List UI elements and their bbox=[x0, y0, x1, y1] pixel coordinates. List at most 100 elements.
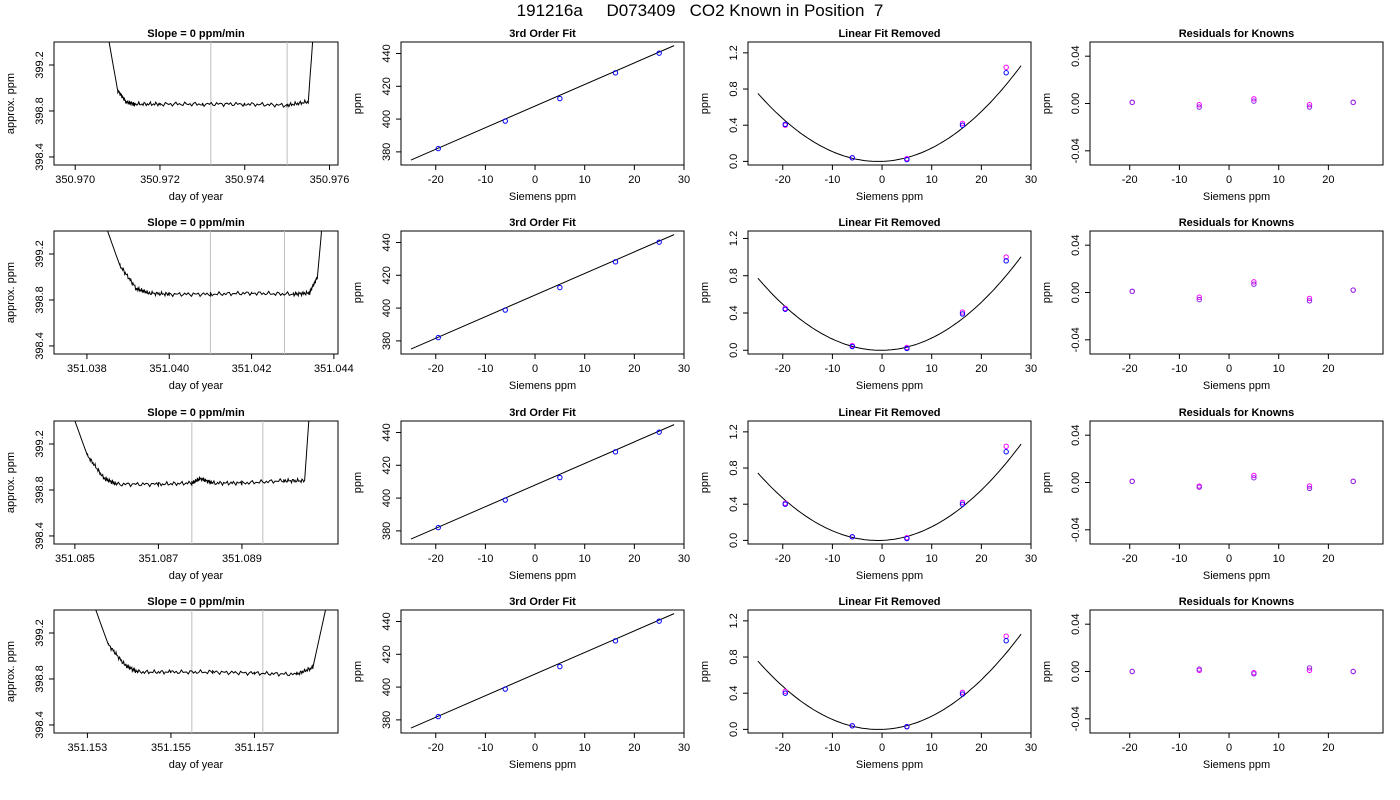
resid-panel-x-tick-label: -20 bbox=[1122, 174, 1138, 186]
resid-point bbox=[1129, 668, 1135, 675]
slope-panel-x-tick-label: 351.040 bbox=[149, 363, 189, 375]
quadratic-curve bbox=[757, 65, 1022, 162]
fit-panel-x-tick-label: 20 bbox=[628, 742, 640, 754]
plot-row-4: Slope = 0 ppm/min day of year approx. ppm 3… bbox=[5, 596, 1384, 771]
fit-panel-y-tick-label: 440 bbox=[381, 44, 393, 62]
fit-point bbox=[502, 307, 508, 313]
fit-curve bbox=[410, 234, 675, 350]
linear-panel-y-tick-label: 0.8 bbox=[728, 460, 740, 475]
fit-panel-x-label: Siemens ppm bbox=[509, 380, 576, 392]
resid-panel-x-label: Siemens ppm bbox=[1203, 759, 1270, 771]
fit-point bbox=[435, 145, 441, 152]
fit-panel-x-label: Siemens ppm bbox=[509, 191, 576, 203]
fit-panel-x-tick-label: 30 bbox=[678, 742, 690, 754]
resid-panel-x-tick-label: -10 bbox=[1171, 174, 1187, 186]
linear-point-alt bbox=[1003, 443, 1009, 450]
fit-panel-x-tick-label: -20 bbox=[428, 553, 444, 565]
linear-panel-y-tick-label: 1.2 bbox=[728, 613, 740, 628]
resid-point bbox=[1306, 104, 1313, 110]
fit-panel-x-label: Siemens ppm bbox=[509, 759, 576, 771]
fit-curve bbox=[410, 424, 675, 540]
slope-panel-x-tick-label: 351.044 bbox=[314, 363, 354, 375]
resid-point bbox=[1196, 296, 1202, 303]
resid-panel-y-tick-label: 0.04 bbox=[1070, 424, 1082, 445]
linear-point bbox=[1003, 70, 1009, 76]
fit-panel-x-tick-label: -20 bbox=[428, 363, 444, 375]
resid-point bbox=[1306, 485, 1313, 492]
fit-point bbox=[612, 70, 619, 76]
slope-panel-y-tick-label: 399.2 bbox=[34, 619, 46, 647]
slope-panel-x-tick-label: 351.085 bbox=[55, 553, 95, 565]
linear-panel-y-tick-label: 0.8 bbox=[728, 649, 740, 664]
linear-panel-x-label: Siemens ppm bbox=[856, 380, 923, 392]
linear-panel-x-tick-label: -10 bbox=[824, 742, 840, 754]
fit-point bbox=[435, 334, 441, 341]
fit-panel-y-tick-label: 400 bbox=[381, 678, 393, 696]
resid-panel-y-tick-label: 0.00 bbox=[1070, 472, 1082, 493]
slope-panel-title: Slope = 0 ppm/min bbox=[147, 407, 245, 419]
linear-panel-y-label: ppm bbox=[699, 472, 711, 493]
linear-panel-x-tick-label: -20 bbox=[775, 553, 791, 565]
fit-panel-y-tick-label: 440 bbox=[381, 233, 393, 251]
resid-point bbox=[1129, 99, 1135, 106]
resid-point bbox=[1129, 478, 1135, 485]
resid-panel-y-label: ppm bbox=[1041, 93, 1053, 114]
linear-point bbox=[849, 723, 855, 729]
resid-point bbox=[1129, 288, 1135, 295]
slope-panel-x-tick-label: 351.087 bbox=[139, 553, 179, 565]
resid-panel-x-tick-label: 0 bbox=[1226, 742, 1232, 754]
linear-panel-x-tick-label: 20 bbox=[975, 174, 987, 186]
slope-panel-y-tick-label: 398.4 bbox=[34, 143, 46, 171]
linear-panel-y-label: ppm bbox=[699, 93, 711, 114]
linear-point bbox=[782, 121, 788, 128]
linear-point-alt bbox=[1003, 64, 1009, 71]
slope-panel-frame bbox=[53, 230, 339, 355]
fit-panel-y-tick-label: 420 bbox=[381, 266, 393, 284]
linear-panel-x-tick-label: 0 bbox=[879, 742, 885, 754]
slope-panel-y-label: approx. ppm bbox=[5, 73, 17, 134]
fit-panel-y-tick-label: 380 bbox=[381, 332, 393, 350]
fit-curve bbox=[410, 613, 675, 729]
resid-panel-y-tick-label: -0.04 bbox=[1070, 138, 1082, 163]
resid-panel-x-tick-label: 0 bbox=[1226, 363, 1232, 375]
resid-panel-y-tick-label: 0.00 bbox=[1070, 661, 1082, 682]
linear-panel-x-tick-label: 20 bbox=[975, 742, 987, 754]
slope-panel-title: Slope = 0 ppm/min bbox=[147, 28, 245, 40]
fit-panel-y-tick-label: 420 bbox=[381, 645, 393, 663]
linear-panel-title: Linear Fit Removed bbox=[838, 28, 940, 40]
slope-panel-x-tick-label: 350.974 bbox=[225, 174, 265, 186]
linear-panel-y-label: ppm bbox=[699, 661, 711, 682]
linear-point bbox=[849, 155, 855, 161]
page-title: 191216a D073409 CO2 Known in Position 7 bbox=[516, 1, 884, 20]
resid-panel-y-tick-label: -0.04 bbox=[1070, 517, 1082, 542]
resid-panel-y-tick-label: 0.00 bbox=[1070, 282, 1082, 303]
slope-panel-frame bbox=[53, 609, 339, 734]
linear-panel-x-tick-label: -20 bbox=[775, 174, 791, 186]
resid-panel-x-tick-label: 10 bbox=[1273, 363, 1285, 375]
fit-panel-x-tick-label: -10 bbox=[477, 742, 493, 754]
fit-panel-y-tick-label: 380 bbox=[381, 522, 393, 540]
linear-panel-y-tick-label: 0.4 bbox=[728, 305, 740, 320]
fit-panel-x-tick-label: 10 bbox=[579, 742, 591, 754]
linear-point-alt bbox=[782, 688, 788, 695]
linear-point bbox=[1003, 449, 1009, 455]
resid-point bbox=[1306, 298, 1313, 304]
linear-panel-frame bbox=[747, 41, 1032, 166]
fit-panel-x-tick-label: 20 bbox=[628, 363, 640, 375]
linear-point bbox=[959, 122, 966, 128]
linear-point bbox=[849, 343, 855, 350]
linear-panel-y-tick-label: 1.2 bbox=[728, 424, 740, 439]
fit-panel-x-tick-label: -20 bbox=[428, 174, 444, 186]
linear-panel-x-tick-label: 10 bbox=[926, 174, 938, 186]
resid-panel-title: Residuals for Knowns bbox=[1179, 28, 1295, 40]
fit-point bbox=[656, 239, 662, 245]
linear-panel-title: Linear Fit Removed bbox=[838, 596, 940, 608]
slope-panel-y-label: approx. ppm bbox=[5, 452, 17, 513]
fit-panel-frame bbox=[400, 41, 685, 166]
linear-point-alt bbox=[1003, 254, 1009, 260]
resid-point-alt bbox=[1251, 96, 1257, 102]
linear-point bbox=[904, 345, 910, 352]
fit-point bbox=[435, 524, 441, 531]
linear-point-alt bbox=[1003, 633, 1009, 639]
